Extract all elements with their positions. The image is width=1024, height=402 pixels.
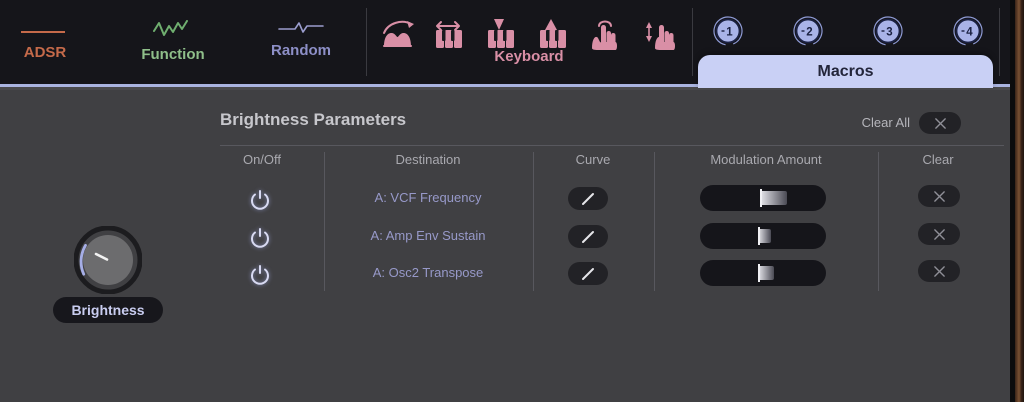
- svg-text:1: 1: [726, 27, 733, 39]
- svg-text:4: 4: [966, 27, 973, 39]
- svg-text:2: 2: [806, 27, 812, 39]
- svg-text:3: 3: [886, 27, 892, 39]
